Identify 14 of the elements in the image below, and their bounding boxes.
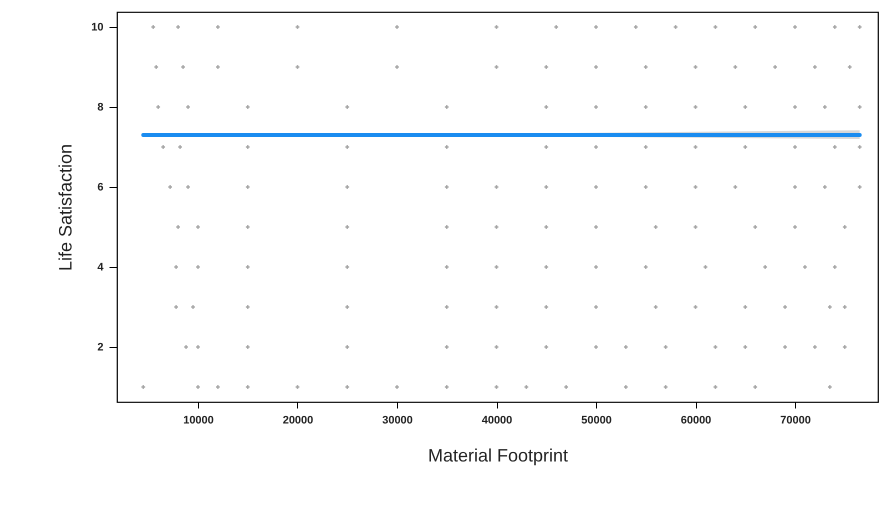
x-tick-label: 40000	[482, 414, 512, 426]
y-tick-label: 6	[97, 182, 104, 194]
y-tick-label: 4	[97, 262, 104, 274]
x-tick-label: 70000	[780, 414, 811, 426]
y-tick-label: 8	[97, 102, 104, 114]
y-axis-title: Life Satisfaction	[55, 144, 76, 272]
x-tick-label: 50000	[581, 414, 612, 426]
x-tick-label: 10000	[183, 414, 214, 426]
x-tick-label: 30000	[382, 414, 413, 426]
x-tick-label: 20000	[282, 414, 314, 426]
x-tick-label: 60000	[680, 414, 712, 426]
y-tick-label: 10	[91, 22, 104, 34]
x-axis-title: Material Footprint	[428, 446, 568, 466]
y-tick-label: 2	[97, 342, 104, 354]
